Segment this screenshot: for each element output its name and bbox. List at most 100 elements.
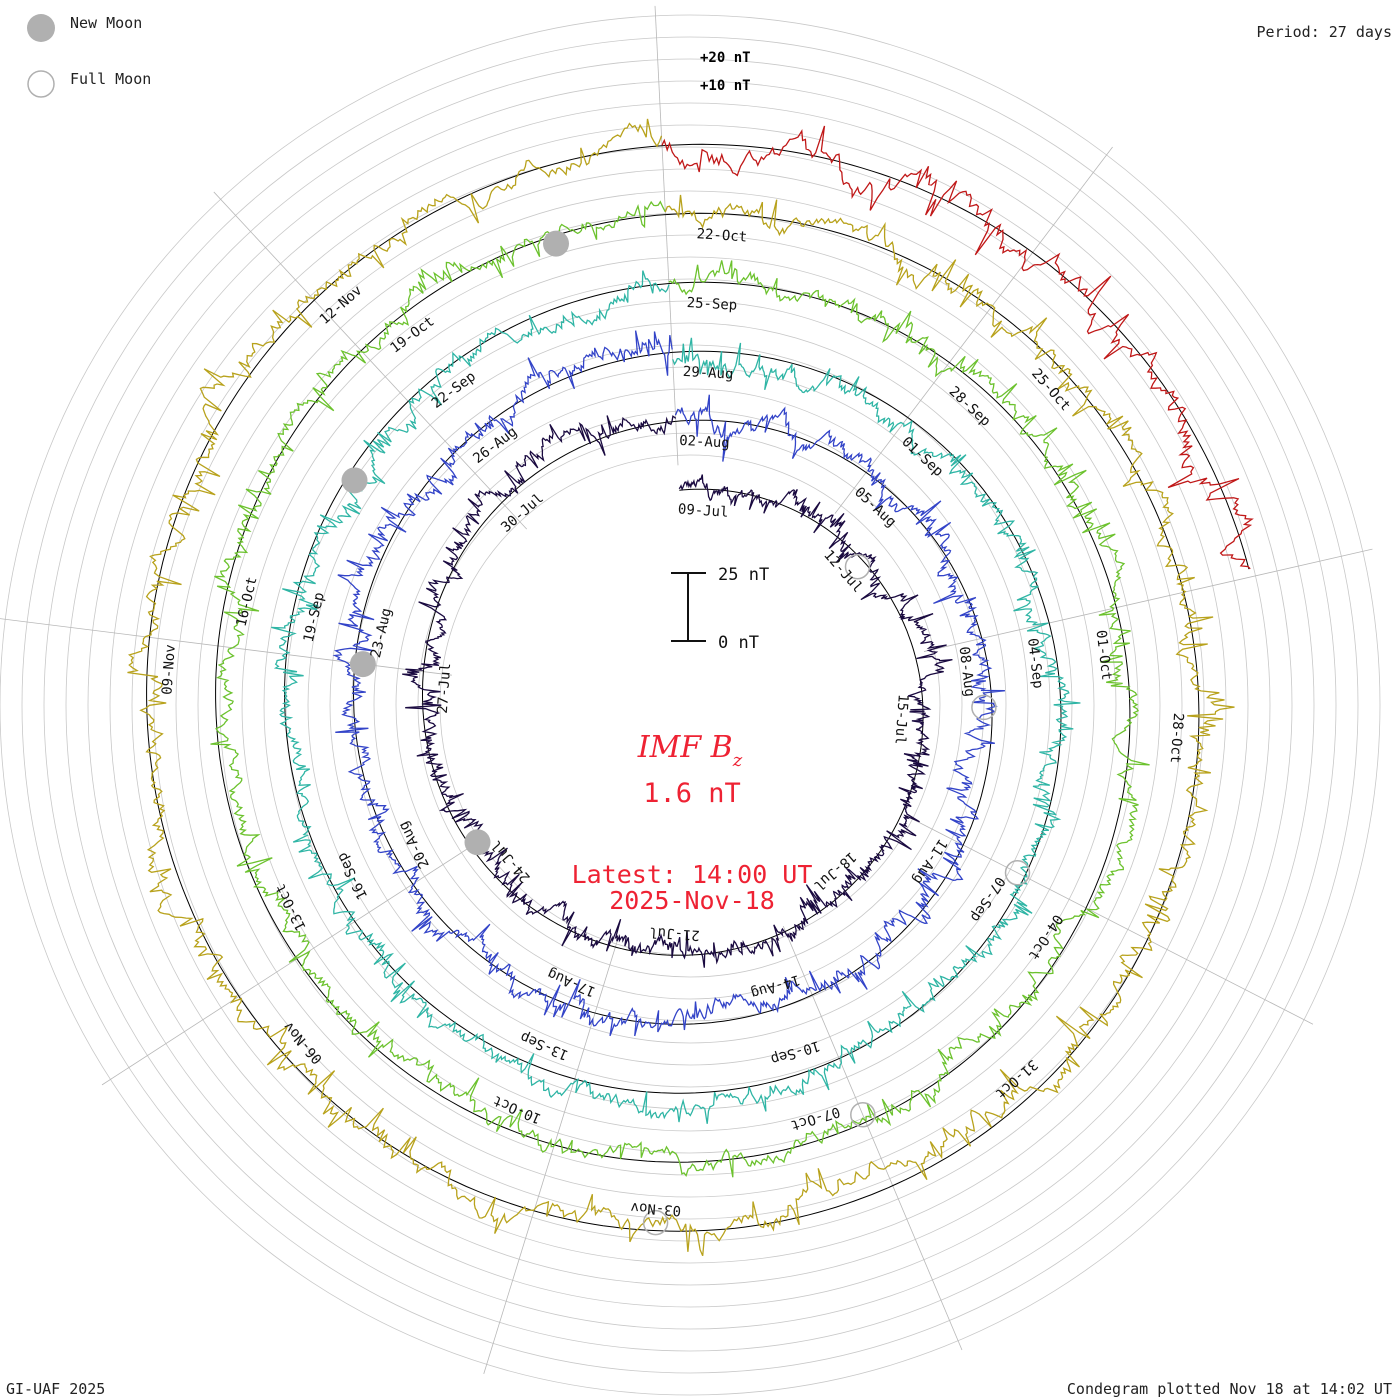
date-label: 26-Aug: [470, 424, 520, 467]
latest-time: Latest: 14:00 UT: [572, 860, 813, 889]
zero-line-2: [352, 351, 993, 1025]
date-label: 22-Oct: [696, 226, 748, 245]
date-label: 08-Aug: [955, 646, 977, 698]
date-label: 29-Aug: [682, 364, 733, 383]
full-moon-label: Full Moon: [70, 70, 151, 88]
grid-circle: [307, 322, 1073, 1088]
date-label: 01-Oct: [1092, 629, 1114, 681]
grid-circle: [153, 168, 1227, 1242]
grid-circle: [175, 190, 1205, 1220]
date-label: 20-Aug: [396, 819, 433, 871]
series-line-4: [210, 200, 1150, 1178]
scale-top-label: 25 nT: [718, 565, 769, 585]
ref-label-plus20: +20 nT: [700, 50, 751, 66]
grid-circle: [285, 300, 1095, 1110]
series-line-5: [127, 118, 1235, 1257]
grid-circle: [263, 278, 1117, 1132]
new-moon-icon: [27, 14, 55, 42]
date-label: 28-Oct: [1167, 712, 1186, 764]
chart-title-main: IMF B: [637, 730, 733, 765]
zero-line-5: [146, 145, 1200, 1232]
grid-spoke: [903, 814, 1314, 1025]
date-label: 04-Sep: [1024, 637, 1046, 689]
moon-markers: [341, 230, 1031, 1236]
date-label: 15-Jul: [891, 694, 910, 746]
scale-bottom-label: 0 nT: [718, 633, 759, 653]
chart-title-sub: z: [732, 750, 743, 771]
grid-circle: [395, 410, 985, 1000]
new-moon-marker: [464, 829, 491, 856]
grid-circle: [219, 234, 1161, 1176]
date-label: 16-Oct: [234, 575, 261, 628]
date-label: 28-Sep: [946, 384, 994, 430]
grid-circle: [43, 58, 1337, 1352]
grid-circle: [0, 14, 1381, 1396]
full-moon-marker: [850, 1101, 876, 1128]
date-label: 30-Jul: [498, 490, 547, 535]
grid-circle: [65, 80, 1315, 1330]
date-label: 13-Oct: [273, 881, 310, 933]
grid-circle: [87, 102, 1293, 1308]
period-label: Period: 27 days: [1257, 23, 1392, 41]
grid-spoke: [483, 934, 620, 1375]
series-layer: [127, 118, 1254, 1257]
date-label: 10-Sep: [769, 1037, 822, 1067]
date-label: 07-Oct: [789, 1103, 842, 1133]
date-label: 19-Oct: [387, 313, 437, 356]
series-line-6: [661, 125, 1254, 570]
new-moon-marker: [543, 230, 569, 257]
date-label: 09-Nov: [159, 644, 178, 696]
zero-line-4: [215, 214, 1131, 1163]
grid-circle: [197, 212, 1183, 1198]
date-label: 09-Jul: [677, 501, 729, 520]
current-value: 1.6 nT: [643, 778, 741, 809]
grid-circle: [373, 388, 1007, 1022]
date-label: 27-Jul: [435, 663, 454, 715]
grid-spoke: [654, 5, 679, 466]
date-label: 02-Aug: [679, 433, 730, 452]
zero-line-6: [661, 143, 1250, 570]
date-label: 10-Oct: [491, 1092, 544, 1127]
grid-layer: [0, 5, 1381, 1396]
grid-spoke: [213, 191, 528, 530]
full-moon-icon: [27, 70, 55, 98]
date-label: 01-Sep: [898, 434, 946, 480]
plotted-label: Condegram plotted Nov 18 at 14:02 UT: [1067, 1380, 1392, 1398]
grid-circle: [417, 432, 963, 978]
series-line-3: [271, 270, 1081, 1124]
new-moon-marker: [341, 467, 368, 494]
new-moon-marker: [349, 651, 376, 678]
grid-circle: [109, 124, 1271, 1286]
date-label: 18-Jul: [810, 848, 859, 893]
date-label: 23-Aug: [368, 607, 395, 660]
series-line-1: [402, 415, 953, 968]
date-label: 21-Jul: [649, 924, 701, 943]
full-moon-marker: [1004, 860, 1031, 886]
grid-spoke: [101, 834, 489, 1086]
date-label: 03-Nov: [630, 1199, 682, 1218]
grid-circle: [131, 146, 1249, 1264]
full-moon-marker: [844, 553, 871, 580]
grid-circle: [241, 256, 1139, 1154]
grid-spoke: [923, 548, 1373, 652]
chart-title: IMF Bz: [637, 730, 743, 771]
full-moon-marker: [971, 694, 997, 721]
credit-label: GI-UAF 2025: [6, 1380, 105, 1398]
zero-line-3: [284, 283, 1062, 1094]
ref-label-plus10: +10 nT: [700, 78, 751, 94]
latest-date: 2025-Nov-18: [609, 886, 775, 915]
full-moon-marker: [642, 1209, 669, 1236]
date-label: 17-Aug: [545, 965, 598, 1000]
new-moon-label: New Moon: [70, 14, 142, 32]
date-label: 12-Nov: [317, 283, 366, 328]
grid-spoke: [834, 146, 1113, 514]
date-label: 31-Oct: [992, 1056, 1041, 1101]
date-label: 14-Aug: [749, 971, 802, 1001]
date-label: 25-Sep: [686, 295, 737, 314]
grid-spoke: [782, 925, 963, 1351]
date-label: 06-Nov: [281, 1018, 326, 1067]
grid-circle: [21, 36, 1359, 1374]
series-line-2: [332, 330, 1005, 1037]
date-labels: 09-Jul12-Jul15-Jul18-Jul21-Jul24-Jul27-J…: [159, 226, 1186, 1218]
